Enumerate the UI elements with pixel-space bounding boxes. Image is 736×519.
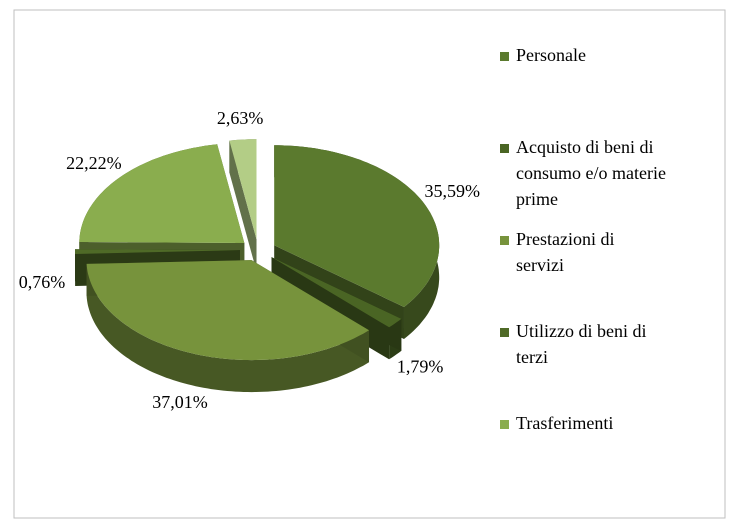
data-label: 37,01% (152, 392, 208, 412)
legend-label: Personale (516, 45, 586, 65)
slice (229, 139, 257, 240)
legend-label: Utilizzo di beni di terzi (516, 321, 651, 367)
data-label: 1,79% (397, 357, 444, 377)
slice (86, 260, 369, 361)
legend-label: Trasferimenti (516, 413, 613, 433)
slice (75, 249, 241, 254)
legend-swatch (500, 420, 509, 429)
legend-label: Acquisto di beni di consumo e/o materie … (516, 137, 670, 209)
slice-side (229, 140, 257, 272)
slice (274, 145, 440, 307)
legend-label: Prestazioni di servizi (516, 229, 619, 275)
data-label: 35,59% (424, 181, 480, 201)
legend-swatch (500, 236, 509, 245)
legend-swatch (500, 52, 509, 61)
slice (271, 257, 402, 328)
slice (79, 144, 245, 243)
data-label: 2,63% (217, 108, 264, 128)
data-label: 0,76% (19, 272, 66, 292)
legend-swatch (500, 144, 509, 153)
legend-swatch (500, 328, 509, 337)
slice-side (86, 263, 369, 393)
data-label: 22,22% (66, 153, 122, 173)
